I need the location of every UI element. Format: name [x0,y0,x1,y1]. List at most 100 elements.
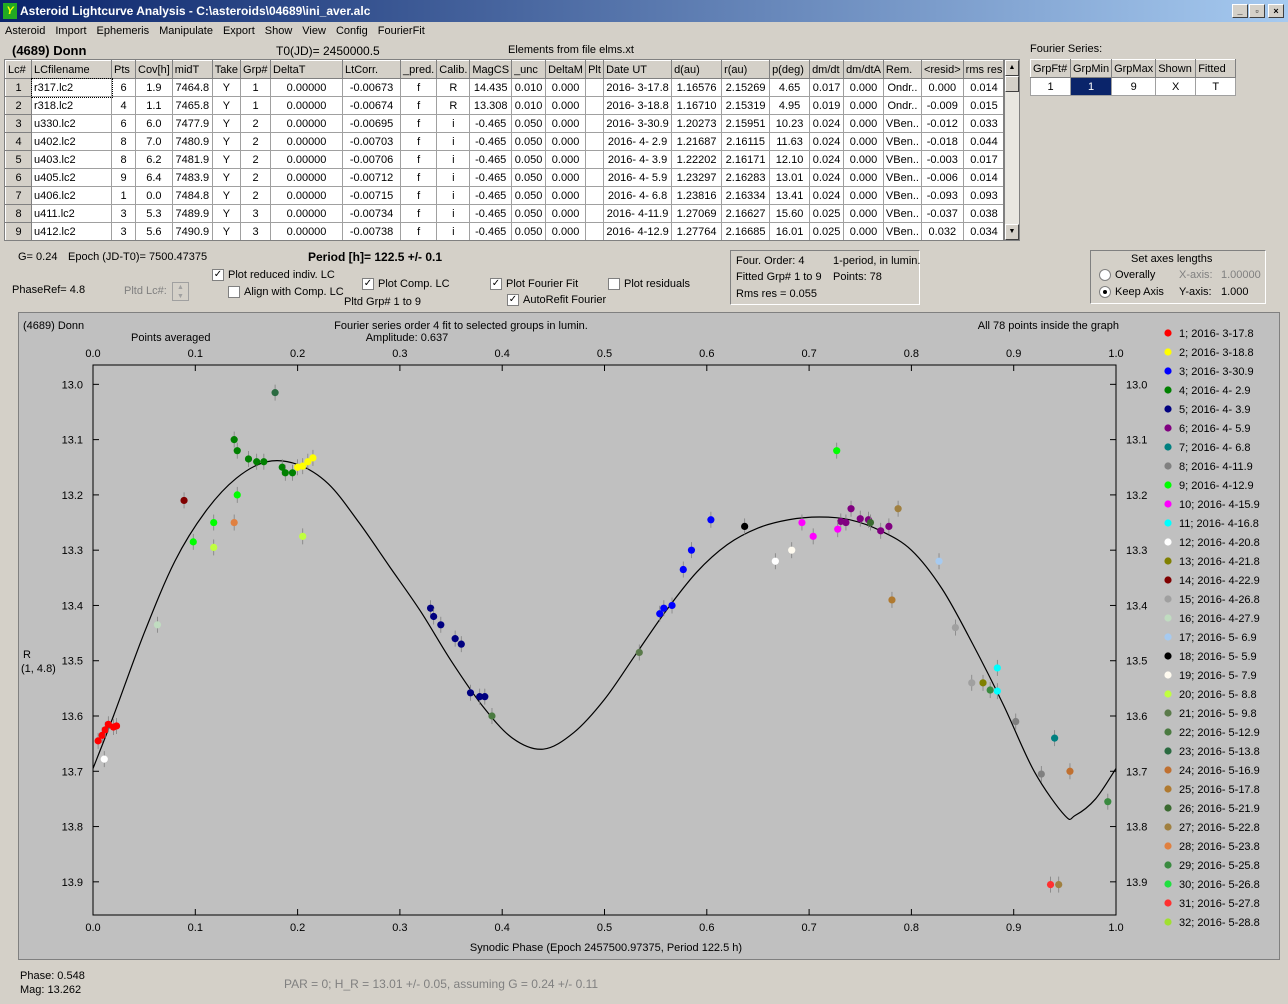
fourier-cell[interactable]: 1 [1069,77,1113,96]
table-cell[interactable]: f [400,114,438,133]
table-cell[interactable]: 14.435 [469,78,513,97]
table-cell[interactable]: 4 [5,132,32,151]
table-cell[interactable]: f [400,150,438,169]
table-cell[interactable]: i [436,114,471,133]
align-checkbox[interactable] [228,286,240,299]
table-cell[interactable]: 1 [5,78,32,97]
minimize-button[interactable]: _ [1232,4,1248,18]
table-cell[interactable] [585,78,605,97]
table-cell[interactable]: u405.lc2 [31,168,112,187]
table-cell[interactable]: -0.093 [920,186,964,205]
column-header[interactable]: Cov[h] [135,60,173,79]
table-cell[interactable]: 0.00000 [270,78,344,97]
table-cell[interactable]: u411.lc2 [31,204,112,223]
table-cell[interactable]: VBen.. [882,222,922,240]
table-cell[interactable]: 7490.9 [171,222,213,240]
table-cell[interactable]: 0.000 [843,186,884,205]
scroll-up-icon[interactable]: ▲ [1005,60,1019,76]
table-cell[interactable]: 7481.9 [171,150,213,169]
table-cell[interactable] [585,204,605,223]
table-cell[interactable]: 9 [111,168,136,187]
plot-resid-option[interactable]: Plot residuals [608,278,690,291]
table-cell[interactable]: Y [211,114,242,133]
table-cell[interactable]: 2 [240,150,272,169]
table-cell[interactable]: 0.000 [545,114,587,133]
table-cell[interactable]: -0.465 [469,132,513,151]
keep-axis-radio[interactable] [1099,286,1111,299]
table-cell[interactable] [585,150,605,169]
menu-view[interactable]: View [302,25,326,37]
table-cell[interactable]: i [436,150,471,169]
table-cell[interactable]: 6.4 [135,168,173,187]
table-cell[interactable]: 1 [240,96,272,115]
table-cell[interactable]: 4.65 [769,78,811,97]
table-cell[interactable]: 0.024 [809,150,845,169]
column-header[interactable]: Calib. [436,60,471,79]
table-cell[interactable]: 0.032 [920,222,964,240]
table-cell[interactable]: VBen.. [882,204,922,223]
fourier-cell[interactable]: X [1155,77,1197,96]
table-cell[interactable]: Y [211,168,242,187]
table-cell[interactable]: 0.00000 [270,114,344,133]
table-cell[interactable]: u412.lc2 [31,222,112,240]
scroll-thumb[interactable] [1005,76,1019,92]
table-cell[interactable]: 2.15951 [721,114,771,133]
table-cell[interactable]: 0.050 [511,204,547,223]
table-cell[interactable] [585,96,605,115]
column-header[interactable]: dm/dtA [843,60,884,79]
plot-fourier-checkbox[interactable]: ✓ [490,278,502,291]
lightcurve-table[interactable]: Lc# LCfilename Pts Cov[h] midT Take Grp# DeltaT… [4,59,1004,241]
table-cell[interactable]: 0.015 [962,96,1003,115]
table-cell[interactable]: 7.0 [135,132,173,151]
table-cell[interactable]: 2 [240,186,272,205]
table-cell[interactable]: -0.00703 [342,132,402,151]
table-cell[interactable]: 0.050 [511,114,547,133]
table-cell[interactable]: 0.000 [843,168,884,187]
column-header[interactable]: Grp# [240,60,272,79]
plot-reduced-checkbox[interactable]: ✓ [212,269,224,282]
table-cell[interactable]: 2016- 4- 5.9 [603,168,673,187]
table-cell[interactable] [585,132,605,151]
table-cell[interactable]: 4.95 [769,96,811,115]
table-cell[interactable]: Y [211,204,242,223]
table-cell[interactable]: 7480.9 [171,132,213,151]
table-cell[interactable]: 1.22202 [671,150,723,169]
table-cell[interactable]: Ondr.. [882,96,922,115]
table-cell[interactable]: R [436,78,471,97]
table-cell[interactable]: Y [211,222,242,240]
table-row[interactable]: 4 u402.lc2 8 7.0 7480.9 Y 2 0.00000 -0.00703 f i -0… [5,132,1003,151]
table-cell[interactable]: r318.lc2 [31,96,112,115]
table-cell[interactable]: 7483.9 [171,168,213,187]
table-cell[interactable]: 13.01 [769,168,811,187]
y-axis-value[interactable]: 1.000 [1221,286,1249,298]
table-cell[interactable]: -0.006 [920,168,964,187]
table-cell[interactable]: -0.00706 [342,150,402,169]
table-cell[interactable]: -0.012 [920,114,964,133]
table-cell[interactable]: 2.15269 [721,78,771,97]
table-cell[interactable]: 0.000 [545,222,587,240]
menu-import[interactable]: Import [55,25,87,37]
table-cell[interactable]: 1.23297 [671,168,723,187]
table-cell[interactable]: Y [211,186,242,205]
table-cell[interactable]: f [400,96,438,115]
pltd-lc-spinner[interactable]: ▲ ▼ [172,282,189,301]
table-cell[interactable]: 0.00000 [270,204,344,223]
table-cell[interactable]: 7 [5,186,32,205]
table-cell[interactable]: 0.017 [962,150,1003,169]
table-cell[interactable]: 0.00000 [270,132,344,151]
menu-export[interactable]: Export [222,25,255,37]
table-cell[interactable]: 2 [240,132,272,151]
table-cell[interactable]: -0.003 [920,150,964,169]
column-header[interactable]: d(au) [671,60,723,79]
table-cell[interactable]: 7464.8 [171,78,213,97]
table-cell[interactable]: u403.lc2 [31,150,112,169]
table-cell[interactable]: 0.0 [135,186,173,205]
table-cell[interactable]: 0.024 [809,132,845,151]
table-cell[interactable]: -0.465 [469,168,513,187]
table-cell[interactable]: VBen.. [882,114,922,133]
table-cell[interactable] [585,186,605,205]
table-cell[interactable]: f [400,222,438,240]
table-cell[interactable]: 0.000 [843,150,884,169]
table-cell[interactable]: 2.16627 [721,204,771,223]
table-cell[interactable]: 0.000 [545,186,587,205]
